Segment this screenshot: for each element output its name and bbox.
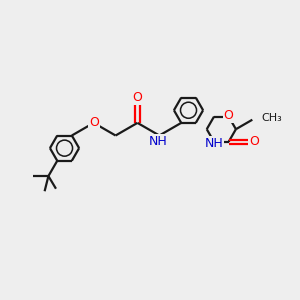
Text: O: O [133,91,142,104]
Text: NH: NH [148,135,167,148]
Text: O: O [89,116,99,129]
Text: NH: NH [205,137,224,150]
Text: O: O [249,135,259,148]
Text: CH₃: CH₃ [261,113,282,123]
Text: O: O [224,110,234,122]
